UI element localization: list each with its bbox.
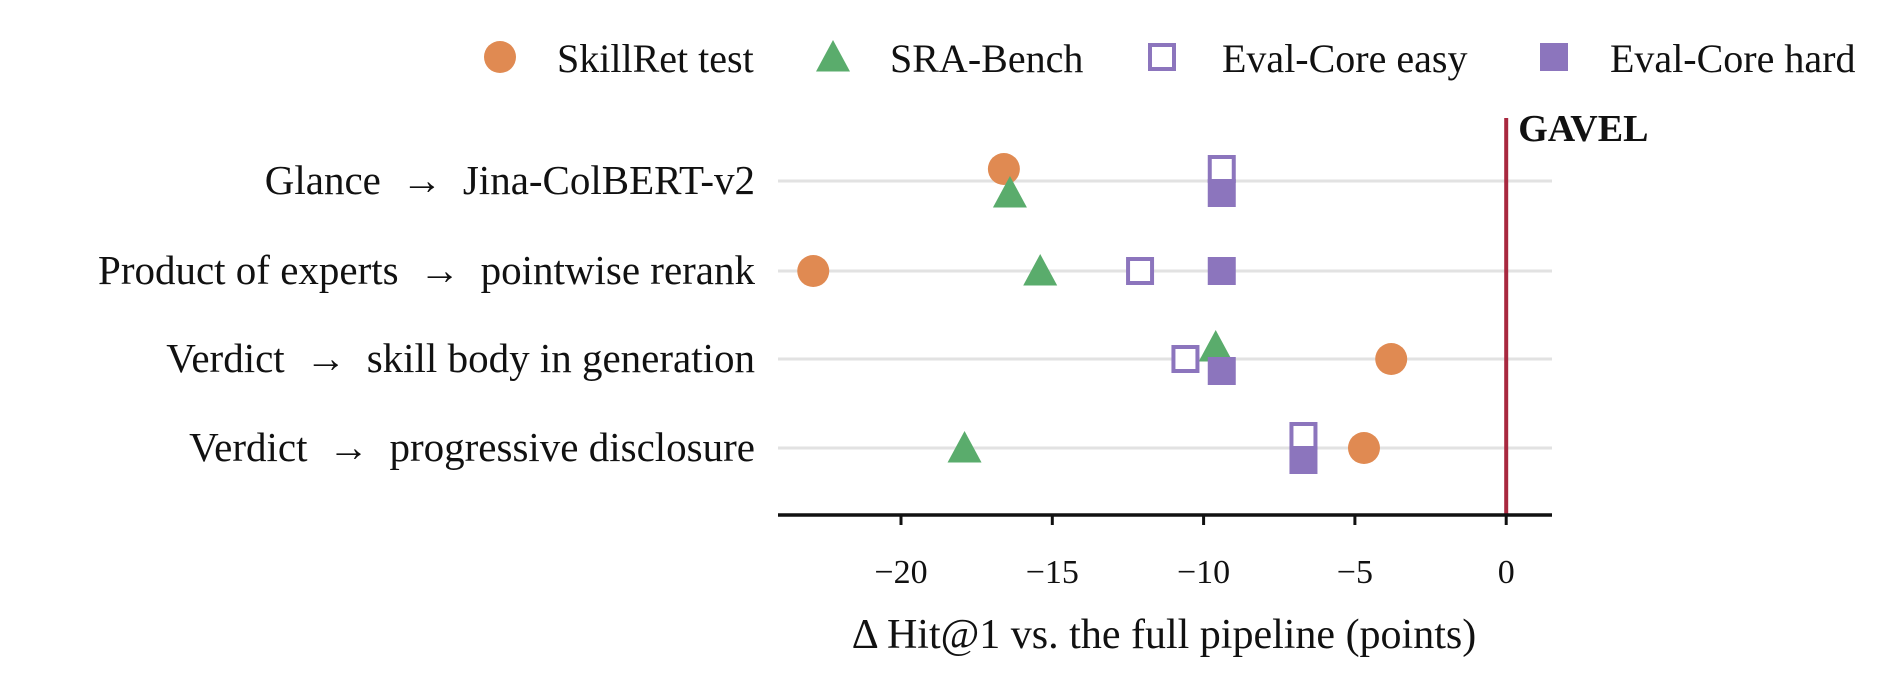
data-marks (797, 153, 1408, 474)
legend-marker-sra-bench (816, 40, 850, 72)
y-label-3: Verdict → skill body in generation (166, 335, 755, 381)
point-eval-core-easy-3 (1171, 345, 1200, 373)
legend-item-eval-core-easy: Eval-Core easy (1148, 36, 1467, 81)
legend-item-skillret-test: SkillRet test (484, 36, 754, 81)
y-axis-labels: Glance → Jina-ColBERT-v2 Product of exper… (98, 157, 755, 470)
legend-marker-eval-core-easy (1148, 43, 1176, 71)
y-label-2: Product of experts → pointwise rerank (98, 247, 755, 293)
legend-label-eval-core-easy: Eval-Core easy (1222, 36, 1467, 81)
x-axis-title: Δ Hit@1 vs. the full pipeline (points) (852, 612, 1476, 658)
point-sra-bench-4 (947, 431, 982, 463)
x-tick-label-1: −20 (874, 554, 927, 591)
point-eval-core-hard-2 (1207, 257, 1236, 285)
point-eval-core-hard-1 (1207, 179, 1236, 207)
gridlines (778, 179, 1552, 450)
point-eval-core-hard-3 (1207, 357, 1236, 385)
point-sra-bench-2 (1023, 254, 1058, 286)
point-eval-core-easy-2 (1126, 257, 1155, 285)
point-skillret-test-3 (1375, 343, 1408, 375)
point-skillret-test-4 (1347, 432, 1380, 464)
x-tick-label-5: 0 (1498, 554, 1515, 591)
reference-line-label: GAVEL (1518, 108, 1648, 150)
x-tick-label-2: −15 (1026, 554, 1079, 591)
legend-label-skillret-test: SkillRet test (557, 36, 754, 81)
point-sra-bench-3 (1198, 330, 1233, 362)
legend-item-sra-bench: SRA-Bench (816, 36, 1083, 81)
x-axis: −20 −15 −10 −5 0 Δ Hit@1 vs. the full pipelin… (778, 513, 1552, 658)
legend-label-eval-core-hard: Eval-Core hard (1610, 36, 1855, 81)
legend: SkillRet test SRA-Bench Eval-Core easy Eval… (484, 36, 1855, 81)
y-label-4: Verdict → progressive disclosure (189, 424, 755, 470)
x-tick-label-4: −5 (1337, 554, 1373, 591)
point-sra-bench-1 (992, 176, 1027, 208)
point-eval-core-easy-4 (1289, 422, 1318, 450)
legend-marker-eval-core-hard (1540, 43, 1568, 71)
point-skillret-test-2 (797, 255, 830, 287)
reference-line-group: GAVEL (1504, 108, 1648, 515)
legend-marker-skillret-test (484, 41, 516, 73)
legend-label-sra-bench: SRA-Bench (890, 36, 1083, 81)
point-skillret-test-1 (987, 153, 1020, 185)
legend-item-eval-core-hard: Eval-Core hard (1540, 36, 1855, 81)
point-eval-core-hard-4 (1289, 446, 1318, 474)
x-tick-label-3: −10 (1177, 554, 1230, 591)
y-label-1: Glance → Jina-ColBERT-v2 (265, 157, 755, 203)
point-eval-core-easy-1 (1207, 155, 1236, 183)
